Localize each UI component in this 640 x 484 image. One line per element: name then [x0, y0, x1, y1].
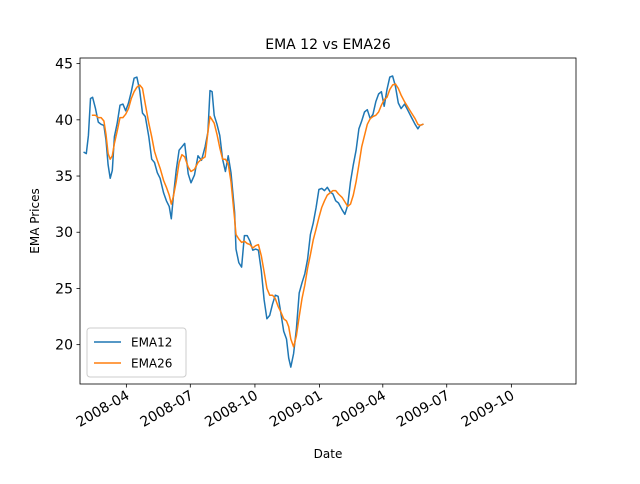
legend-label-ema26: EMA26 [131, 357, 172, 371]
y-tick-label: 45 [55, 57, 73, 73]
y-tick-label: 20 [55, 338, 73, 354]
series-line-ema26 [91, 83, 424, 348]
y-tick-label: 25 [55, 281, 73, 297]
chart-title: EMA 12 vs EMA26 [265, 37, 391, 53]
series-group [83, 75, 424, 368]
y-tick-label: 35 [55, 169, 73, 185]
legend-box [86, 327, 187, 378]
x-axis-label: Date [314, 447, 343, 461]
plot-frame [79, 57, 577, 385]
legend: EMA12 EMA26 [86, 327, 187, 378]
y-tick-label: 40 [55, 113, 73, 129]
y-tick-label: 30 [55, 225, 73, 241]
legend-label-ema12: EMA12 [131, 336, 172, 350]
series-line-ema12 [83, 75, 424, 368]
y-axis-label: EMA Prices [28, 188, 42, 253]
